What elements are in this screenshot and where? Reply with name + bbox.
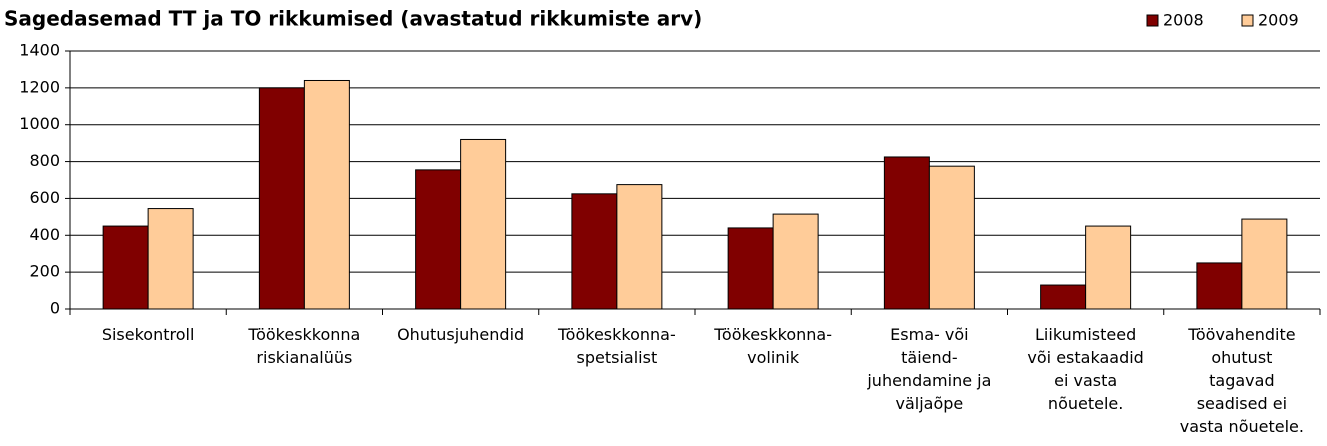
bar <box>415 169 462 310</box>
bar <box>460 138 507 310</box>
y-tick-label: 1200 <box>19 77 60 96</box>
legend-swatch <box>1146 14 1159 27</box>
chart-title: Sagedasemad TT ja TO rikkumised (avastat… <box>4 7 702 31</box>
bar <box>928 165 975 310</box>
y-tick-label: 800 <box>29 151 60 170</box>
bar <box>102 225 149 310</box>
bar <box>616 184 663 310</box>
x-tick-label: Ohutusjuhendid <box>397 325 525 344</box>
y-tick-label: 200 <box>29 262 60 281</box>
bar <box>1085 225 1132 310</box>
bar <box>727 227 774 310</box>
y-tick-label: 400 <box>29 225 60 244</box>
y-tick-label: 1400 <box>19 41 60 60</box>
bar <box>147 208 194 310</box>
legend-swatch <box>1241 14 1254 27</box>
bar <box>258 87 305 310</box>
bar <box>1196 262 1243 310</box>
y-tick-label: 600 <box>29 188 60 207</box>
x-tick-label: Sisekontroll <box>101 325 195 344</box>
x-tick-label: Töökeskkonna- spetsialist <box>558 325 676 367</box>
bar <box>1040 284 1087 310</box>
bar <box>571 193 618 310</box>
legend-label: 2009 <box>1258 11 1299 30</box>
x-tick-label: Töökeskkonna riskianalüüs <box>248 325 361 367</box>
bar <box>1241 218 1288 310</box>
bar <box>772 213 819 310</box>
y-tick-label: 0 <box>50 299 60 318</box>
bar <box>883 156 930 310</box>
x-tick-label: Liikumisteed või estakaadid ei vasta nõu… <box>1027 325 1144 413</box>
bar <box>303 79 350 310</box>
x-tick-label: Esma- või täiend- juhendamine ja väljaõp… <box>867 325 992 413</box>
legend-label: 2008 <box>1163 11 1204 30</box>
x-tick-label: Töökeskkonna- volinik <box>714 325 832 367</box>
x-tick-label: Töövahendite ohutust tagavad seadised ei… <box>1179 325 1304 436</box>
y-tick-label: 1000 <box>19 114 60 133</box>
